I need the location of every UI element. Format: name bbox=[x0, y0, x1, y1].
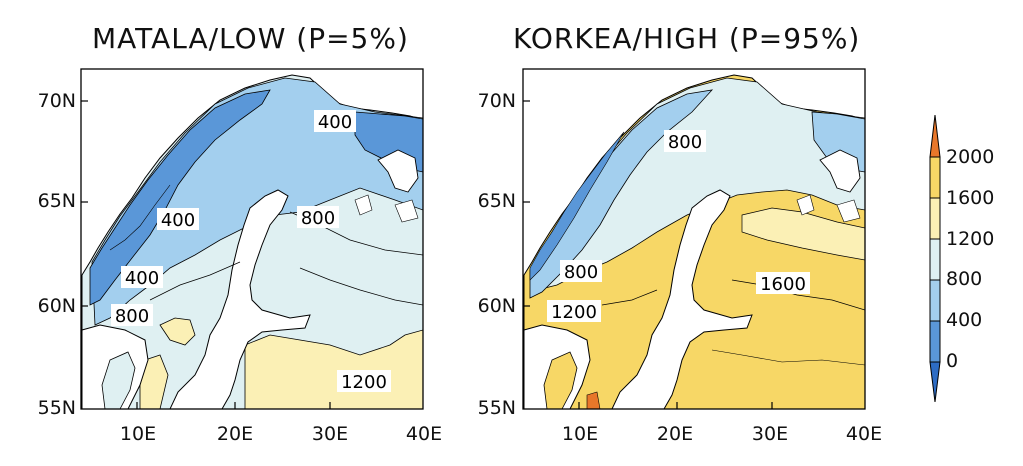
left-panel-title: MATALA/LOW (P=5%) bbox=[92, 22, 409, 55]
right-map bbox=[523, 69, 865, 409]
right-lon-tick-40e: 40E bbox=[845, 423, 883, 445]
colorbar-tick-1200: 1200 bbox=[946, 228, 995, 250]
colorbar-segment-800-1200 bbox=[929, 238, 941, 281]
colorbar-tick-400: 400 bbox=[946, 309, 983, 331]
right-map-frame bbox=[522, 68, 866, 410]
right-lat-tick-65n: 65N bbox=[477, 190, 516, 212]
left-lon-tick-20e: 20E bbox=[216, 423, 254, 445]
colorbar-tick-800: 800 bbox=[946, 268, 983, 290]
right-lat-tick-55n: 55N bbox=[477, 397, 516, 419]
colorbar-segment-above-2000 bbox=[929, 114, 941, 158]
right-lon-tick-10e: 10E bbox=[561, 423, 599, 445]
right-panel-title: KORKEA/HIGH (P=95%) bbox=[513, 22, 861, 55]
left-lon-tick-40e: 40E bbox=[405, 423, 443, 445]
left-map bbox=[81, 69, 423, 409]
left-lat-tick-65n: 65N bbox=[37, 190, 76, 212]
left-contour-label: 400 bbox=[161, 210, 195, 231]
right-contour-label: 800 bbox=[564, 262, 598, 283]
colorbar-segment-below-0 bbox=[929, 361, 941, 403]
left-lat-tick-70n: 70N bbox=[37, 90, 76, 112]
right-lat-tick-70n: 70N bbox=[477, 90, 516, 112]
colorbar-tick-2000: 2000 bbox=[946, 146, 995, 168]
left-contour-label: 400 bbox=[125, 268, 159, 289]
left-lat-tick-55n: 55N bbox=[37, 397, 76, 419]
left-contour-label: 800 bbox=[115, 306, 149, 327]
right-lon-tick-30e: 30E bbox=[751, 423, 789, 445]
colorbar-segment-400-800 bbox=[929, 279, 941, 322]
left-contour-label: 400 bbox=[318, 112, 352, 133]
colorbar-tick-0: 0 bbox=[946, 350, 959, 372]
colorbar-segment-1200-1600 bbox=[929, 197, 941, 240]
colorbar-segment-0-400 bbox=[929, 320, 941, 363]
right-lon-tick-20e: 20E bbox=[656, 423, 694, 445]
left-contour-label: 800 bbox=[301, 208, 335, 229]
left-contour-label: 1200 bbox=[341, 372, 387, 393]
axis-tick-marks bbox=[81, 100, 773, 409]
colorbar-tick-1600: 1600 bbox=[946, 187, 995, 209]
right-contour-label: 800 bbox=[668, 132, 702, 153]
left-lat-tick-60n: 60N bbox=[37, 295, 76, 317]
colorbar bbox=[929, 114, 941, 403]
right-lat-tick-60n: 60N bbox=[477, 295, 516, 317]
left-map-frame bbox=[80, 68, 424, 410]
right-contour-label: 1200 bbox=[551, 302, 597, 323]
colorbar-segment-1600-2000 bbox=[929, 156, 941, 199]
left-lon-tick-10e: 10E bbox=[119, 423, 157, 445]
right-contour-label: 1600 bbox=[760, 274, 806, 295]
left-lon-tick-30e: 30E bbox=[311, 423, 349, 445]
